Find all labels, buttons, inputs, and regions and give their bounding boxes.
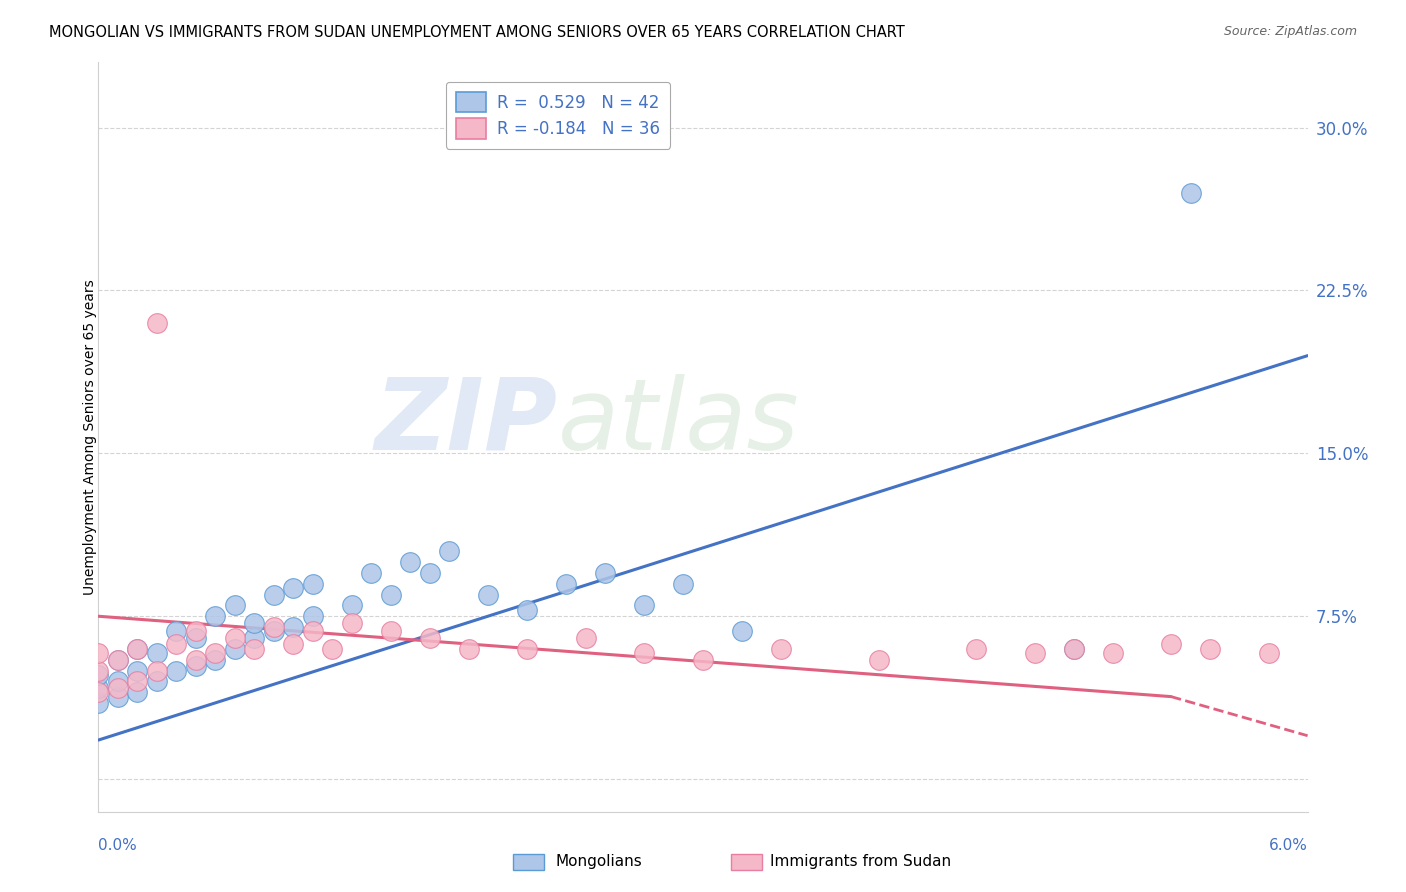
Point <box>87 668 110 682</box>
Point <box>204 653 226 667</box>
Point <box>302 624 325 639</box>
Point <box>302 576 325 591</box>
Point <box>146 316 169 330</box>
Point <box>633 646 655 660</box>
Point <box>516 641 538 656</box>
Point <box>575 631 598 645</box>
Point <box>127 641 149 656</box>
Point <box>87 681 110 695</box>
Point <box>458 641 481 656</box>
Point <box>243 615 266 630</box>
Point <box>204 609 226 624</box>
Point <box>107 681 129 695</box>
Text: Source: ZipAtlas.com: Source: ZipAtlas.com <box>1223 25 1357 38</box>
Point <box>224 599 246 613</box>
Point <box>263 620 285 634</box>
Point <box>516 603 538 617</box>
Point <box>692 653 714 667</box>
Text: 6.0%: 6.0% <box>1268 838 1308 853</box>
Point <box>283 581 305 595</box>
Point <box>360 566 382 580</box>
Point <box>87 664 110 678</box>
Point <box>419 566 441 580</box>
Point <box>87 696 110 710</box>
Point <box>731 624 754 639</box>
Legend: R =  0.529   N = 42, R = -0.184   N = 36: R = 0.529 N = 42, R = -0.184 N = 36 <box>446 82 671 148</box>
Point <box>477 588 499 602</box>
Point <box>107 653 129 667</box>
Point <box>340 599 363 613</box>
Point <box>127 685 149 699</box>
Point <box>87 646 110 660</box>
Point <box>283 620 305 634</box>
Point <box>263 588 285 602</box>
Point <box>672 576 695 591</box>
Point <box>146 674 169 689</box>
Text: 0.0%: 0.0% <box>98 838 138 853</box>
Point <box>204 646 226 660</box>
Point <box>595 566 617 580</box>
Point <box>127 664 149 678</box>
Point <box>1024 646 1046 660</box>
Point <box>127 674 149 689</box>
Point <box>87 685 110 699</box>
Point <box>184 624 207 639</box>
Text: ZIP: ZIP <box>375 374 558 471</box>
Point <box>224 631 246 645</box>
Point <box>419 631 441 645</box>
Point <box>399 555 422 569</box>
Point <box>380 624 402 639</box>
Point <box>1063 641 1085 656</box>
Point <box>868 653 890 667</box>
Point <box>263 624 285 639</box>
Point <box>555 576 578 591</box>
Point <box>302 609 325 624</box>
Point <box>1257 646 1279 660</box>
Point <box>165 638 187 652</box>
Point <box>380 588 402 602</box>
Point <box>1160 638 1182 652</box>
Point <box>439 544 461 558</box>
Point <box>165 664 187 678</box>
Point <box>321 641 343 656</box>
Point <box>1199 641 1222 656</box>
Point <box>1063 641 1085 656</box>
Point <box>165 624 187 639</box>
Point <box>340 615 363 630</box>
Point <box>184 631 207 645</box>
Point <box>633 599 655 613</box>
Text: Mongolians: Mongolians <box>555 855 643 869</box>
Point <box>1180 186 1202 200</box>
Text: Immigrants from Sudan: Immigrants from Sudan <box>770 855 952 869</box>
Text: MONGOLIAN VS IMMIGRANTS FROM SUDAN UNEMPLOYMENT AMONG SENIORS OVER 65 YEARS CORR: MONGOLIAN VS IMMIGRANTS FROM SUDAN UNEMP… <box>49 25 905 40</box>
Point <box>243 641 266 656</box>
Point <box>146 664 169 678</box>
Point <box>107 690 129 704</box>
Point <box>224 641 246 656</box>
Point <box>127 641 149 656</box>
Point <box>283 638 305 652</box>
Point <box>1101 646 1123 660</box>
Point <box>769 641 792 656</box>
Point <box>965 641 987 656</box>
Text: atlas: atlas <box>558 374 800 471</box>
Point <box>243 631 266 645</box>
Point <box>107 674 129 689</box>
Y-axis label: Unemployment Among Seniors over 65 years: Unemployment Among Seniors over 65 years <box>83 279 97 595</box>
Point <box>146 646 169 660</box>
Point <box>184 659 207 673</box>
Point <box>107 653 129 667</box>
Point <box>184 653 207 667</box>
